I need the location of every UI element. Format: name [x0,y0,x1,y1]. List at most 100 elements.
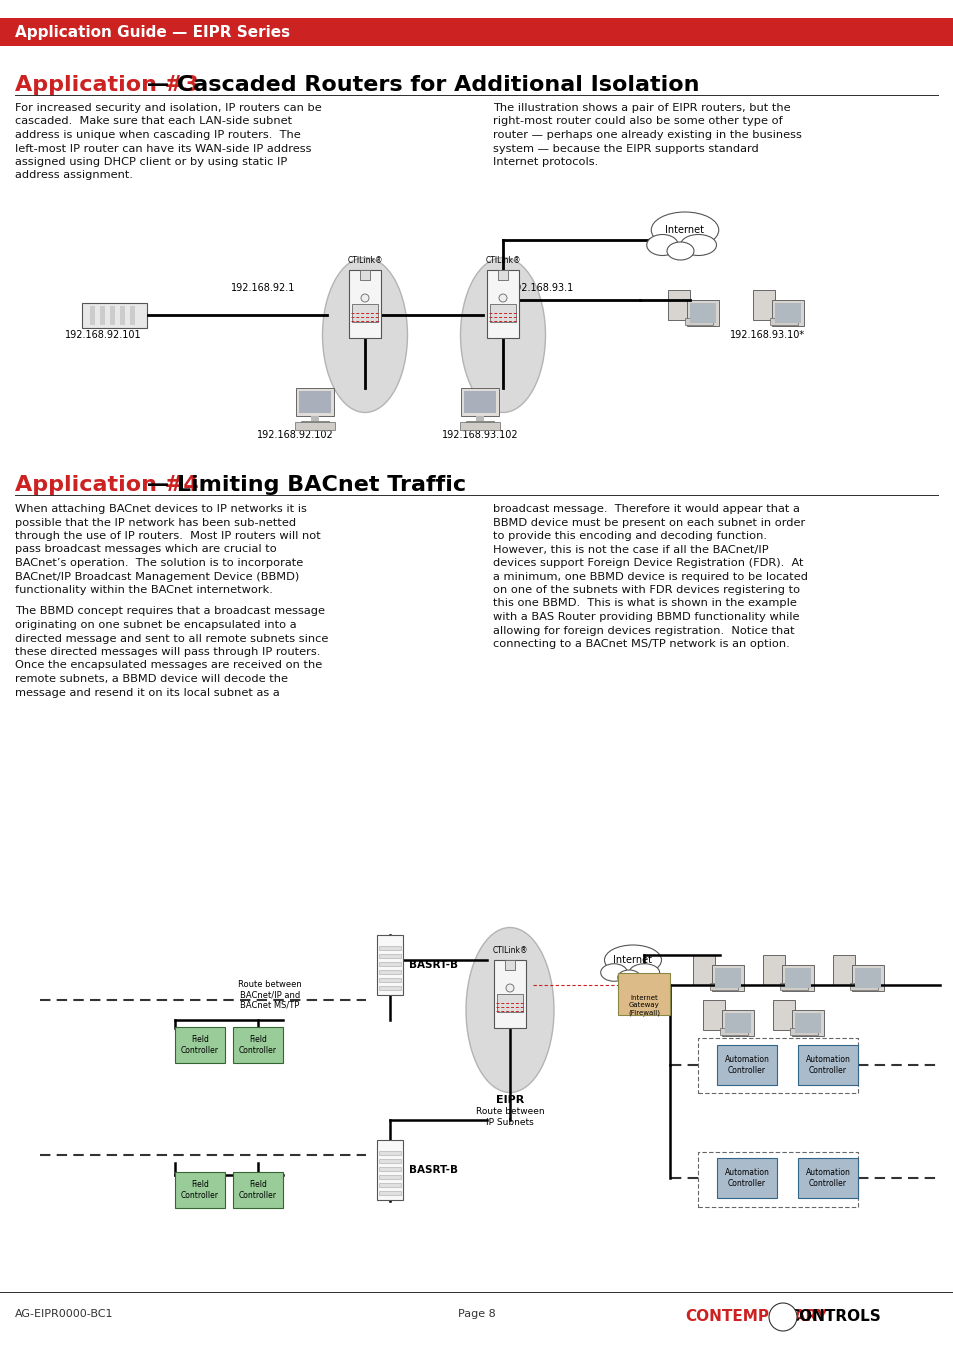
Bar [698,1152,857,1207]
Bar [692,954,714,986]
Bar [378,1166,400,1170]
Bar [378,1183,400,1187]
Bar [465,421,494,427]
FancyBboxPatch shape [174,1172,225,1208]
Text: Internet: Internet [665,225,703,235]
Text: connecting to a BACnet MS/TP network is an option.: connecting to a BACnet MS/TP network is … [493,639,789,649]
Bar [378,946,400,950]
FancyBboxPatch shape [174,1027,225,1062]
Text: Field
Controller: Field Controller [239,1180,276,1200]
Text: 192.168.93.10*: 192.168.93.10* [729,329,804,340]
Bar [780,983,807,990]
Bar [714,968,740,988]
Bar [794,1012,821,1033]
Bar [378,1191,400,1195]
Bar [667,290,689,320]
FancyBboxPatch shape [233,1027,283,1062]
Text: to provide this encoding and decoding function.: to provide this encoding and decoding fu… [493,531,766,541]
Text: Application Guide — EIPR Series: Application Guide — EIPR Series [15,26,290,40]
Text: functionality within the BACnet internetwork.: functionality within the BACnet internet… [15,585,273,595]
FancyBboxPatch shape [717,1045,776,1085]
Text: BASRT-B: BASRT-B [409,1165,457,1174]
Bar [100,305,106,324]
Text: Field
Controller: Field Controller [181,1035,219,1054]
Ellipse shape [465,927,554,1092]
Bar [686,300,719,325]
Bar [131,305,135,324]
Bar [352,304,377,323]
Text: However, this is not the case if all the BACnet/IP: However, this is not the case if all the… [493,544,768,555]
Text: Field
Controller: Field Controller [239,1035,276,1054]
Text: Automation
Controller: Automation Controller [723,1168,769,1188]
Text: CTILink®: CTILink® [347,256,382,265]
Bar [0,18,953,46]
Text: broadcast message.  Therefore it would appear that a: broadcast message. Therefore it would ap… [493,504,799,514]
Bar [378,977,400,981]
Text: left-most IP router can have its WAN-side IP address: left-most IP router can have its WAN-sid… [15,143,312,154]
Bar [504,960,515,971]
Text: 192.168.93.1: 192.168.93.1 [510,284,574,293]
Bar [724,1012,750,1033]
Text: on one of the subnets with FDR devices registering to: on one of the subnets with FDR devices r… [493,585,800,595]
Text: For increased security and isolation, IP routers can be: For increased security and isolation, IP… [15,103,321,113]
Circle shape [498,294,506,302]
Bar [849,983,877,990]
Text: directed message and sent to all remote subnets since: directed message and sent to all remote … [15,633,328,644]
Text: Once the encapsulated messages are received on the: Once the encapsulated messages are recei… [15,660,322,671]
Text: Application #3: Application #3 [15,76,198,95]
Text: BACnet’s operation.  The solution is to incorporate: BACnet’s operation. The solution is to i… [15,558,303,568]
Text: allowing for foreign devices registration.  Notice that: allowing for foreign devices registratio… [493,625,794,636]
Text: AG-EIPR0000-BC1: AG-EIPR0000-BC1 [15,1310,113,1319]
Bar [301,421,329,427]
Text: CONTROLS: CONTROLS [787,1310,880,1324]
Bar [618,973,669,1015]
Bar [476,416,483,421]
Bar [771,300,803,325]
Bar [359,270,370,279]
Text: devices support Foreign Device Registration (FDR).  At: devices support Foreign Device Registrat… [493,558,802,568]
Bar [832,954,854,986]
Ellipse shape [679,235,716,255]
Bar [781,965,813,991]
Bar [698,1038,857,1094]
Text: router — perhaps one already existing in the business: router — perhaps one already existing in… [493,130,801,140]
Text: right-most router could also be some other type of: right-most router could also be some oth… [493,116,781,127]
Ellipse shape [629,964,659,981]
Bar [486,270,518,338]
Text: The illustration shows a pair of EIPR routers, but the: The illustration shows a pair of EIPR ro… [493,103,790,113]
Text: with a BAS Router providing BBMD functionality while: with a BAS Router providing BBMD functio… [493,612,799,622]
Bar [111,305,115,324]
Ellipse shape [646,235,678,255]
Bar [311,416,318,421]
Bar [120,305,126,324]
Text: message and resend it on its local subnet as a: message and resend it on its local subne… [15,687,279,698]
Text: Automation
Controller: Automation Controller [804,1056,849,1075]
Bar [772,1000,794,1030]
Text: EIPR: EIPR [496,1095,523,1106]
Text: BACnet/IP Broadcast Management Device (BBMD): BACnet/IP Broadcast Management Device (B… [15,571,299,582]
Bar [689,302,716,323]
Bar [349,270,380,338]
Text: 192.168.92.101: 192.168.92.101 [65,329,141,340]
Bar [769,319,797,325]
Text: a minimum, one BBMD device is required to be located: a minimum, one BBMD device is required t… [493,571,807,582]
Ellipse shape [322,258,407,413]
Text: BBMD device must be present on each subnet in order: BBMD device must be present on each subn… [493,517,804,528]
Bar [490,304,516,323]
Text: 192.168.93.102: 192.168.93.102 [441,431,517,440]
Bar [376,936,402,995]
Text: originating on one subnet be encapsulated into a: originating on one subnet be encapsulate… [15,620,296,630]
Bar [711,965,743,991]
Text: CTILink®: CTILink® [485,256,520,265]
Bar [497,994,522,1012]
Text: address is unique when cascading IP routers.  The: address is unique when cascading IP rout… [15,130,300,140]
Bar [91,305,95,324]
Bar [459,423,499,431]
Bar [784,968,810,988]
Circle shape [505,984,514,992]
Bar [82,302,148,328]
Bar [702,1000,724,1030]
FancyBboxPatch shape [797,1158,857,1197]
FancyBboxPatch shape [797,1045,857,1085]
Text: When attaching BACnet devices to IP networks it is: When attaching BACnet devices to IP netw… [15,504,307,514]
